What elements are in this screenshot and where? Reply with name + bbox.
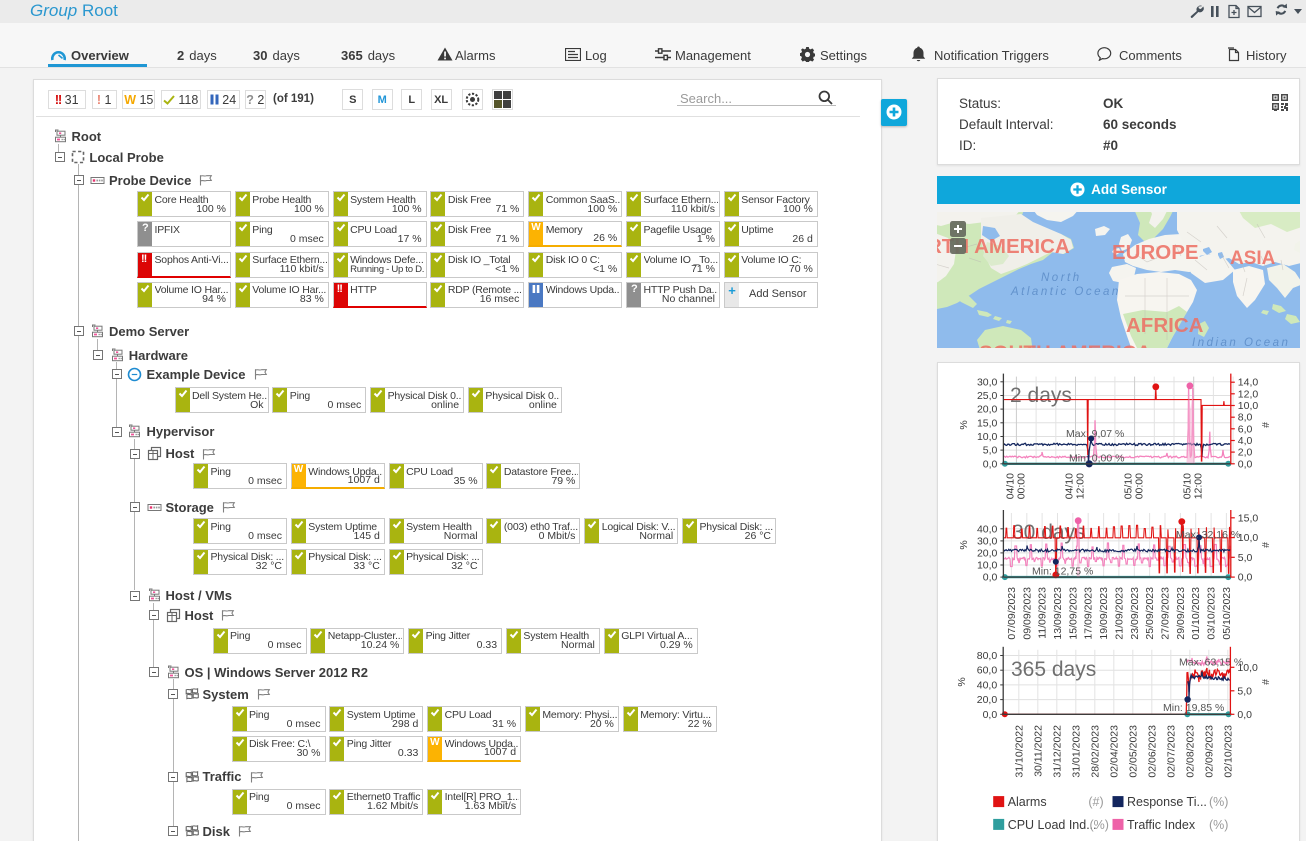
svg-text:SOUTH AMERICA: SOUTH AMERICA — [979, 342, 1152, 349]
svg-text:10,0: 10,0 — [1238, 532, 1259, 544]
svg-text:31/10/2022: 31/10/2022 — [1013, 725, 1025, 778]
svg-text:(%): (%) — [1209, 818, 1228, 832]
svg-text:28/02/2023: 28/02/2023 — [1089, 725, 1101, 778]
svg-text:15,0: 15,0 — [1238, 512, 1259, 524]
svg-text:13/09/2023: 13/09/2023 — [1052, 587, 1064, 640]
svg-text:02/06/2023: 02/06/2023 — [1146, 725, 1158, 778]
svg-text:(#): (#) — [1088, 795, 1103, 809]
svg-text:%: % — [958, 540, 970, 549]
svg-text:North: North — [1041, 272, 1082, 284]
svg-text:10,0: 10,0 — [977, 560, 998, 572]
svg-text:5,0: 5,0 — [1238, 552, 1253, 564]
svg-text:(%): (%) — [1209, 795, 1228, 809]
svg-text:0,0: 0,0 — [983, 709, 998, 721]
svg-text:365 days: 365 days — [1011, 658, 1096, 681]
svg-text:12:00: 12:00 — [1074, 473, 1086, 499]
svg-text:0,0: 0,0 — [1238, 458, 1253, 470]
svg-text:02/09/2023: 02/09/2023 — [1203, 725, 1215, 778]
svg-text:25,0: 25,0 — [977, 390, 998, 402]
svg-text:Max: 9,07 %: Max: 9,07 % — [1066, 428, 1124, 440]
svg-text:20,0: 20,0 — [977, 547, 998, 559]
svg-text:%: % — [958, 420, 970, 429]
svg-text:02/04/2023: 02/04/2023 — [1108, 725, 1120, 778]
svg-text:31/01/2023: 31/01/2023 — [1070, 725, 1082, 778]
svg-text:2,0: 2,0 — [1238, 447, 1253, 459]
svg-text:Max: 32,16 %: Max: 32,16 % — [1176, 529, 1240, 541]
svg-text:27/09/2023: 27/09/2023 — [1160, 587, 1172, 640]
svg-text:10,0: 10,0 — [1237, 662, 1258, 674]
svg-text:5,0: 5,0 — [983, 445, 998, 457]
svg-text:05/10: 05/10 — [1181, 473, 1193, 499]
svg-text:02/07/2023: 02/07/2023 — [1165, 725, 1177, 778]
svg-text:%: % — [956, 677, 968, 686]
svg-text:Indian Ocean: Indian Ocean — [1192, 337, 1290, 348]
svg-text:12:00: 12:00 — [1192, 473, 1204, 499]
svg-text:0,0: 0,0 — [983, 458, 998, 470]
svg-text:25/09/2023: 25/09/2023 — [1144, 587, 1156, 640]
svg-text:80,0: 80,0 — [977, 650, 998, 662]
svg-text:14,0: 14,0 — [1238, 377, 1259, 389]
svg-text:20,0: 20,0 — [977, 404, 998, 416]
svg-text:31/12/2022: 31/12/2022 — [1051, 725, 1063, 778]
svg-text:00:00: 00:00 — [1015, 473, 1027, 499]
svg-text:60,0: 60,0 — [977, 665, 998, 677]
svg-text:8,0: 8,0 — [1238, 412, 1253, 424]
svg-text:20,0: 20,0 — [977, 694, 998, 706]
svg-text:12,0: 12,0 — [1238, 388, 1259, 400]
svg-text:30 days: 30 days — [1012, 521, 1086, 544]
svg-text:0,0: 0,0 — [1238, 572, 1253, 584]
svg-text:09/09/2023: 09/09/2023 — [1021, 587, 1033, 640]
svg-text:AFRICA: AFRICA — [1126, 314, 1204, 337]
svg-text:30,0: 30,0 — [977, 535, 998, 547]
svg-text:19/09/2023: 19/09/2023 — [1098, 587, 1110, 640]
svg-text:04/10: 04/10 — [1004, 473, 1016, 499]
svg-text:CPU Load Ind...: CPU Load Ind... — [1008, 818, 1097, 832]
svg-text:05/10: 05/10 — [1122, 473, 1134, 499]
svg-text:02/08/2023: 02/08/2023 — [1184, 725, 1196, 778]
svg-text:15,0: 15,0 — [977, 417, 998, 429]
svg-text:0,0: 0,0 — [1237, 709, 1252, 721]
svg-text:Min: 0,00 %: Min: 0,00 % — [1069, 453, 1124, 465]
svg-text:17/09/2023: 17/09/2023 — [1083, 587, 1095, 640]
svg-text:2 days: 2 days — [1010, 384, 1072, 407]
svg-text:6,0: 6,0 — [1238, 423, 1253, 435]
svg-text:01/10/2023: 01/10/2023 — [1190, 587, 1202, 640]
svg-text:ASIA: ASIA — [1230, 248, 1276, 269]
svg-text:Min: 19,85 %: Min: 19,85 % — [1163, 702, 1224, 714]
svg-text:Min: 12,75 %: Min: 12,75 % — [1032, 566, 1093, 578]
svg-text:03/10/2023: 03/10/2023 — [1206, 587, 1218, 640]
svg-text:21/09/2023: 21/09/2023 — [1113, 587, 1125, 640]
svg-text:EUROPE: EUROPE — [1112, 241, 1199, 264]
svg-text:Atlantic Ocean: Atlantic Ocean — [1010, 286, 1121, 298]
svg-text:40,0: 40,0 — [977, 523, 998, 535]
svg-text:04/10: 04/10 — [1063, 473, 1075, 499]
svg-text:02/05/2023: 02/05/2023 — [1127, 725, 1139, 778]
svg-text:#: # — [1260, 422, 1272, 428]
svg-text:30,0: 30,0 — [977, 376, 998, 388]
svg-text:#: # — [1260, 542, 1272, 548]
svg-text:00:00: 00:00 — [1133, 473, 1145, 499]
svg-text:15/09/2023: 15/09/2023 — [1067, 587, 1079, 640]
svg-text:Alarms: Alarms — [1008, 795, 1047, 809]
svg-text:40,0: 40,0 — [977, 679, 998, 691]
svg-text:10,0: 10,0 — [1238, 400, 1259, 412]
svg-text:30/11/2022: 30/11/2022 — [1032, 725, 1044, 777]
svg-text:05/10/2023: 05/10/2023 — [1221, 587, 1233, 640]
svg-text:5,0: 5,0 — [1237, 685, 1252, 697]
svg-text:Max: 63,15 %: Max: 63,15 % — [1179, 656, 1243, 668]
svg-text:#: # — [1260, 679, 1272, 685]
svg-text:Traffic Index: Traffic Index — [1127, 818, 1196, 832]
svg-text:(%): (%) — [1090, 818, 1109, 832]
svg-text:23/09/2023: 23/09/2023 — [1129, 587, 1141, 640]
svg-text:RTH AMERICA: RTH AMERICA — [937, 235, 1070, 258]
svg-text:02/10/2023: 02/10/2023 — [1222, 725, 1234, 778]
svg-text:0,0: 0,0 — [983, 572, 998, 584]
svg-text:10,0: 10,0 — [977, 431, 998, 443]
svg-text:11/09/2023: 11/09/2023 — [1037, 587, 1049, 639]
svg-text:07/09/2023: 07/09/2023 — [1006, 587, 1018, 640]
svg-text:Response Ti...: Response Ti... — [1127, 795, 1207, 809]
svg-text:29/09/2023: 29/09/2023 — [1175, 587, 1187, 640]
svg-text:4,0: 4,0 — [1238, 435, 1253, 447]
